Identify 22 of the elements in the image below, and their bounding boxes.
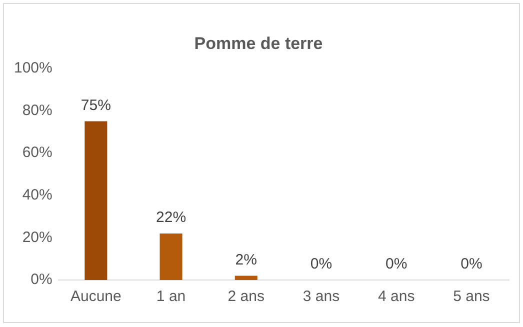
- chart-title: Pomme de terre: [194, 34, 323, 53]
- y-tick-label: 0%: [30, 271, 52, 288]
- bar: [160, 233, 182, 280]
- x-tick-label: 3 ans: [302, 288, 340, 306]
- y-tick-label: 20%: [22, 228, 52, 246]
- bar: [84, 121, 108, 280]
- x-tick-label: 5 ans: [453, 288, 490, 306]
- y-tick-label: 40%: [22, 186, 52, 204]
- x-tick-label: 1 an: [156, 288, 186, 306]
- data-label: 22%: [156, 209, 186, 226]
- y-tick-label: 80%: [22, 102, 52, 119]
- bar: [234, 276, 258, 280]
- data-label: 0%: [460, 256, 482, 273]
- x-tick-label: 4 ans: [378, 288, 415, 306]
- data-label: 0%: [385, 256, 408, 273]
- x-tick-label: Aucune: [70, 288, 122, 306]
- x-tick-label: 2 ans: [228, 288, 264, 306]
- data-label: 2%: [235, 251, 257, 268]
- data-label: 0%: [310, 256, 332, 273]
- data-label: 75%: [80, 96, 111, 114]
- y-tick-label: 100%: [14, 60, 52, 77]
- y-tick-label: 60%: [22, 144, 52, 162]
